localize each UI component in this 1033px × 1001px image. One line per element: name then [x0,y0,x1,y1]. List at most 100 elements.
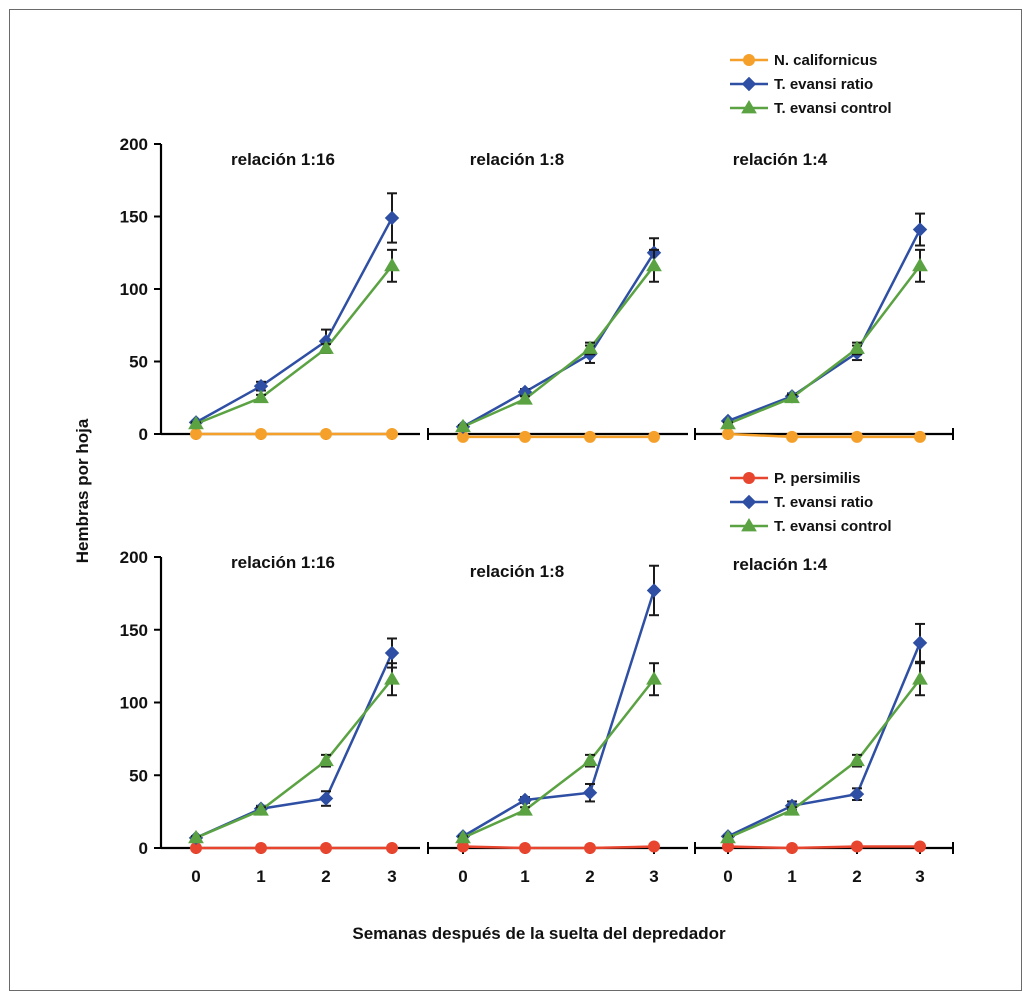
x-tick-label: 2 [852,867,861,886]
x-tick-label: 1 [787,867,796,886]
data-point [255,428,267,440]
series-line [195,265,393,426]
panel-title: relación 1:4 [733,555,828,574]
data-point [912,671,928,685]
series-line [727,265,921,426]
y-tick-label: 150 [120,621,148,640]
data-point [386,842,398,854]
x-tick-label: 3 [387,867,396,886]
panel-1-3: relación 1:4 [720,150,928,443]
data-point [386,428,398,440]
data-point [318,340,334,354]
panel-2-3: relación 1:4 [720,555,928,854]
data-point [584,842,596,854]
data-point [584,430,596,443]
data-point [851,840,863,853]
legend-label: N. californicus [774,52,877,69]
data-point [255,842,267,854]
x-tick-label: 3 [649,867,658,886]
data-point [582,340,598,354]
y-tick-label: 50 [129,353,148,372]
x-tick-label: 2 [585,867,594,886]
series-t-evansi-control [455,662,662,844]
series-n-californicus [190,428,398,440]
data-point [784,389,800,404]
series-line [727,678,921,839]
series-t-evansi-ratio [455,564,662,844]
y-tick-label: 150 [120,208,148,227]
legend: N. californicus T. evansi ratio T. evansi … [730,52,892,117]
data-point [786,842,798,854]
series-line [462,845,655,850]
data-point [720,829,736,844]
data-point [849,786,865,802]
x-tick-label: 1 [256,867,265,886]
y-tick-label: 50 [129,766,148,785]
series-p-persimilis [722,840,926,854]
legend-marker [741,494,757,510]
data-point [646,257,662,272]
data-point [914,430,926,443]
panel-1-2: relación 1:8 [455,150,662,443]
x-tick-label: 0 [458,867,467,886]
panel-title: relación 1:16 [231,150,335,169]
series-n-californicus [457,430,660,443]
data-point [582,785,598,800]
data-point [253,802,269,816]
data-point [912,257,928,272]
series-p-persimilis [190,842,398,854]
panel-1-1: relación 1:16 [188,150,400,440]
legend-marker [743,472,755,484]
data-point [646,583,662,598]
data-point [582,752,598,767]
data-point [784,802,800,816]
series-t-evansi-ratio [720,622,928,844]
data-point [648,430,660,443]
series-t-evansi-ratio [455,237,662,434]
legend-marker [743,54,755,66]
panel-2-2: relación 1:8 [455,562,662,854]
data-point [517,802,533,816]
data-point [320,842,332,854]
data-point [517,391,533,405]
y-tick-label: 0 [139,839,148,858]
x-tick-label: 3 [915,867,924,886]
x-tick-label: 0 [191,867,200,886]
series-line [195,217,394,424]
legend-label: T. evansi control [774,100,892,117]
series-n-californicus [722,428,926,443]
data-point [720,415,736,430]
data-point [253,389,269,404]
series-p-persimilis [457,840,660,854]
legend-marker [741,100,757,114]
data-point [455,418,471,433]
series-t-evansi-ratio [188,637,400,846]
series-line [195,678,393,839]
series-line [727,642,922,838]
series-line [462,252,656,428]
panel-title: relación 1:4 [733,150,828,169]
data-point [914,840,926,853]
y-tick-label: 200 [120,548,148,567]
y-tick-label: 100 [120,694,148,713]
data-point [384,257,400,272]
panel-title: relación 1:16 [231,553,335,572]
series-t-evansi-control [188,248,400,430]
series-line [727,845,920,850]
figure-frame [9,9,1022,991]
data-point [912,222,928,237]
chart-row-1: 0 50 100 150 200 relación 1:16 relación 1:8 rel… [120,52,954,444]
x-tick-label: 1 [520,867,529,886]
series-line [462,590,656,838]
x-tick-label: 0 [723,867,732,886]
legend-marker [741,518,757,532]
y-tick-label: 100 [120,280,148,299]
data-point [849,340,865,354]
data-point [519,430,531,443]
panel-title: relación 1:8 [470,150,565,169]
series-t-evansi-control [720,248,928,430]
y-tick-label: 200 [120,135,148,154]
legend: P. persimilis T. evansi ratio T. evansi co… [730,470,892,535]
data-point [318,752,334,767]
